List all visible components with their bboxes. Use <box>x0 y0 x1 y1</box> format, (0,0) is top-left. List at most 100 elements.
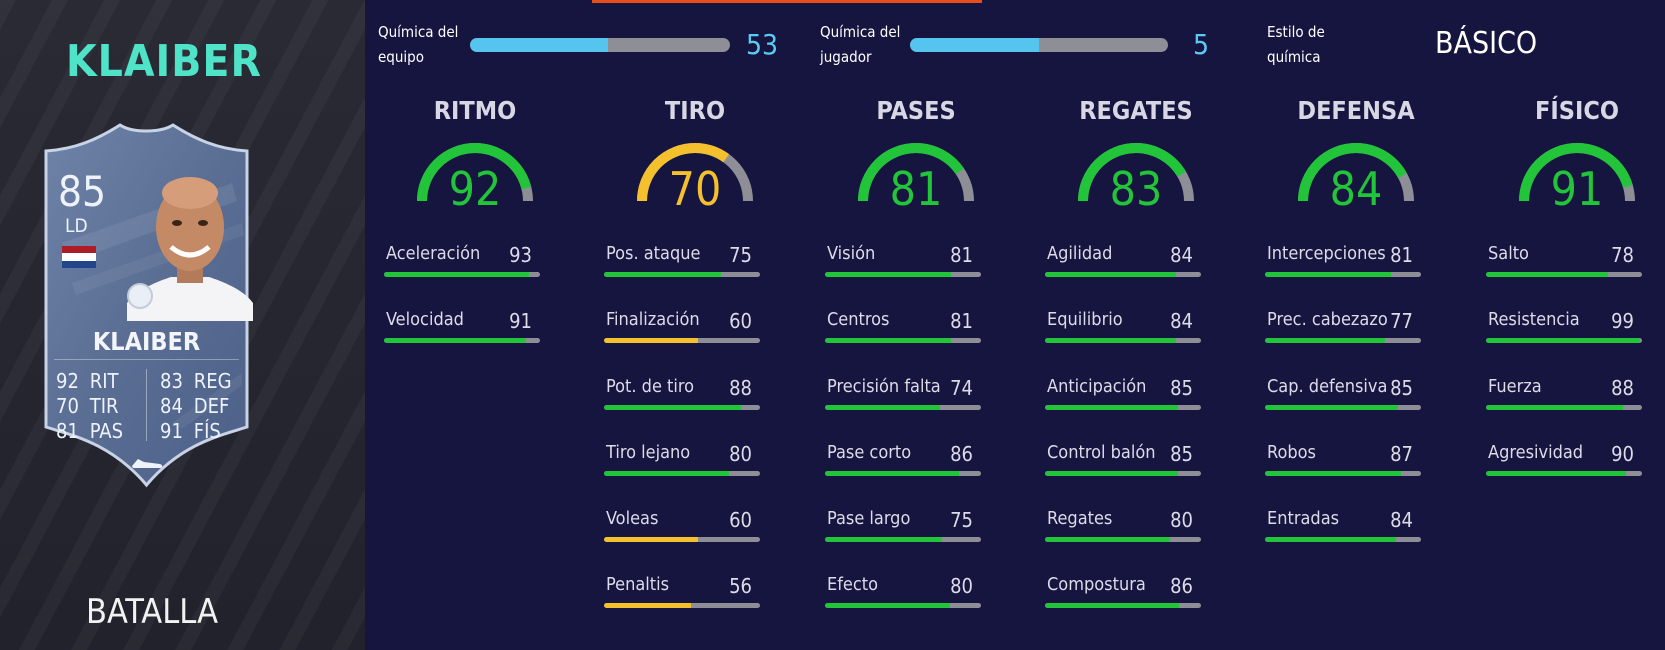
chemistry-style-label: Estilo de química <box>1267 23 1325 66</box>
category-title: RITMO <box>433 96 517 125</box>
attribute-bar <box>825 405 981 410</box>
gauge-fill <box>417 143 533 202</box>
attribute-bar-fill <box>1045 471 1178 476</box>
attribute-row: Agresividad 90 <box>1486 442 1642 482</box>
attribute-row: Pos. ataque 75 <box>604 243 760 283</box>
attribute-bar-fill <box>825 471 960 476</box>
attribute-value: 99 <box>1611 309 1634 333</box>
attribute-bar-fill <box>1265 272 1392 277</box>
attribute-row: Pase largo 75 <box>825 508 981 548</box>
attribute-bar <box>604 338 760 343</box>
attribute-row: Entradas 84 <box>1265 508 1421 548</box>
attribute-value: 81 <box>950 309 973 333</box>
flag-stripe-bottom <box>62 260 96 268</box>
attribute-bar-fill <box>825 272 952 277</box>
netherlands-flag-icon <box>62 246 96 268</box>
attribute-bar <box>1486 471 1642 476</box>
player-photo <box>127 177 253 321</box>
attribute-value: 60 <box>729 508 752 532</box>
attribute-value: 81 <box>950 243 973 267</box>
attribute-bar <box>384 272 540 277</box>
category-value: 83 <box>1109 162 1163 216</box>
attribute-bar <box>1265 405 1421 410</box>
gauge-fill <box>858 143 974 202</box>
attribute-row: Agilidad 84 <box>1045 243 1201 283</box>
attribute-bar-fill <box>1486 471 1627 476</box>
gauge-fill <box>1298 143 1414 202</box>
attribute-row: Efecto 80 <box>825 574 981 614</box>
attribute-bar-fill <box>384 338 526 343</box>
attribute-value: 74 <box>950 376 973 400</box>
attribute-value: 91 <box>509 309 532 333</box>
attribute-label: Penaltis <box>606 574 670 595</box>
attribute-label: Prec. cabezazo <box>1267 309 1388 330</box>
attribute-row: Centros 81 <box>825 309 981 349</box>
attribute-bar <box>1486 405 1642 410</box>
attribute-bar-fill <box>825 405 941 410</box>
attribute-label: Cap. defensiva <box>1267 376 1388 397</box>
attribute-label: Regates <box>1047 508 1113 529</box>
attribute-label: Finalización <box>606 309 700 330</box>
category-title: DEFENSA <box>1297 96 1415 125</box>
card-stat-reg: 83 REG <box>160 369 232 393</box>
attribute-bar <box>604 603 760 608</box>
attribute-label: Aceleración <box>386 243 481 264</box>
attribute-label: Equilibrio <box>1047 309 1123 330</box>
attribute-value: 85 <box>1170 376 1193 400</box>
attribute-label: Pase corto <box>827 442 912 463</box>
attribute-value: 77 <box>1390 309 1413 333</box>
category-value: 84 <box>1329 162 1383 216</box>
card-stat-def: 84 DEF <box>160 394 230 418</box>
attribute-bar-fill <box>1265 338 1386 343</box>
attribute-bar-fill <box>1045 272 1177 277</box>
attribute-value: 84 <box>1390 508 1413 532</box>
category-gauge <box>858 143 974 202</box>
attribute-bar <box>1045 537 1201 542</box>
attribute-row: Compostura 86 <box>1045 574 1201 614</box>
attribute-value: 80 <box>729 442 752 466</box>
category-title: PASES <box>876 96 956 125</box>
category-value: 70 <box>668 162 722 216</box>
player-card[interactable]: 85 LD KLAIBER 92 RIT 70 TIR 81 PAS <box>32 123 261 489</box>
gauge-fill <box>1519 143 1635 202</box>
attribute-label: Robos <box>1267 442 1316 463</box>
attribute-row: Pot. de tiro 88 <box>604 376 760 416</box>
attribute-value: 78 <box>1611 243 1634 267</box>
attribute-bar <box>825 537 981 542</box>
attribute-label: Entradas <box>1267 508 1340 529</box>
card-stat-tir: 70 TIR <box>56 394 119 418</box>
attribute-bar-fill <box>604 338 698 343</box>
player-chemistry-value: 5 <box>1193 28 1210 61</box>
category-title: TIRO <box>664 96 726 125</box>
attribute-row: Precisión falta 74 <box>825 376 981 416</box>
attribute-bar-fill <box>1265 537 1397 542</box>
attribute-bar <box>604 471 760 476</box>
attribute-bar <box>1265 471 1421 476</box>
attribute-row: Finalización 60 <box>604 309 760 349</box>
attribute-value: 85 <box>1390 376 1413 400</box>
attribute-row: Salto 78 <box>1486 243 1642 283</box>
boot-icon <box>132 459 163 468</box>
attribute-bar-fill <box>1265 471 1401 476</box>
attribute-bar <box>1486 338 1642 343</box>
chemistry-style-value[interactable]: BÁSICO <box>1435 26 1538 61</box>
attribute-bar <box>604 537 760 542</box>
attribute-bar <box>1045 603 1201 608</box>
attribute-value: 86 <box>950 442 973 466</box>
category-value: 92 <box>448 162 502 216</box>
attribute-bar-fill <box>1265 405 1398 410</box>
attribute-label: Velocidad <box>386 309 464 330</box>
attribute-value: 75 <box>729 243 752 267</box>
attribute-bar <box>1045 405 1201 410</box>
attribute-bar <box>825 272 981 277</box>
category-title: FÍSICO <box>1535 96 1619 125</box>
attribute-value: 80 <box>950 574 973 598</box>
category-value: 81 <box>889 162 943 216</box>
attribute-label: Pos. ataque <box>606 243 701 264</box>
attribute-label: Agilidad <box>1047 243 1113 264</box>
attribute-value: 60 <box>729 309 752 333</box>
player-name-title: KLAIBER <box>66 36 262 87</box>
gauge-fill <box>1078 143 1194 202</box>
attribute-row: Resistencia 99 <box>1486 309 1642 349</box>
player-chemistry-fill <box>910 38 1039 52</box>
